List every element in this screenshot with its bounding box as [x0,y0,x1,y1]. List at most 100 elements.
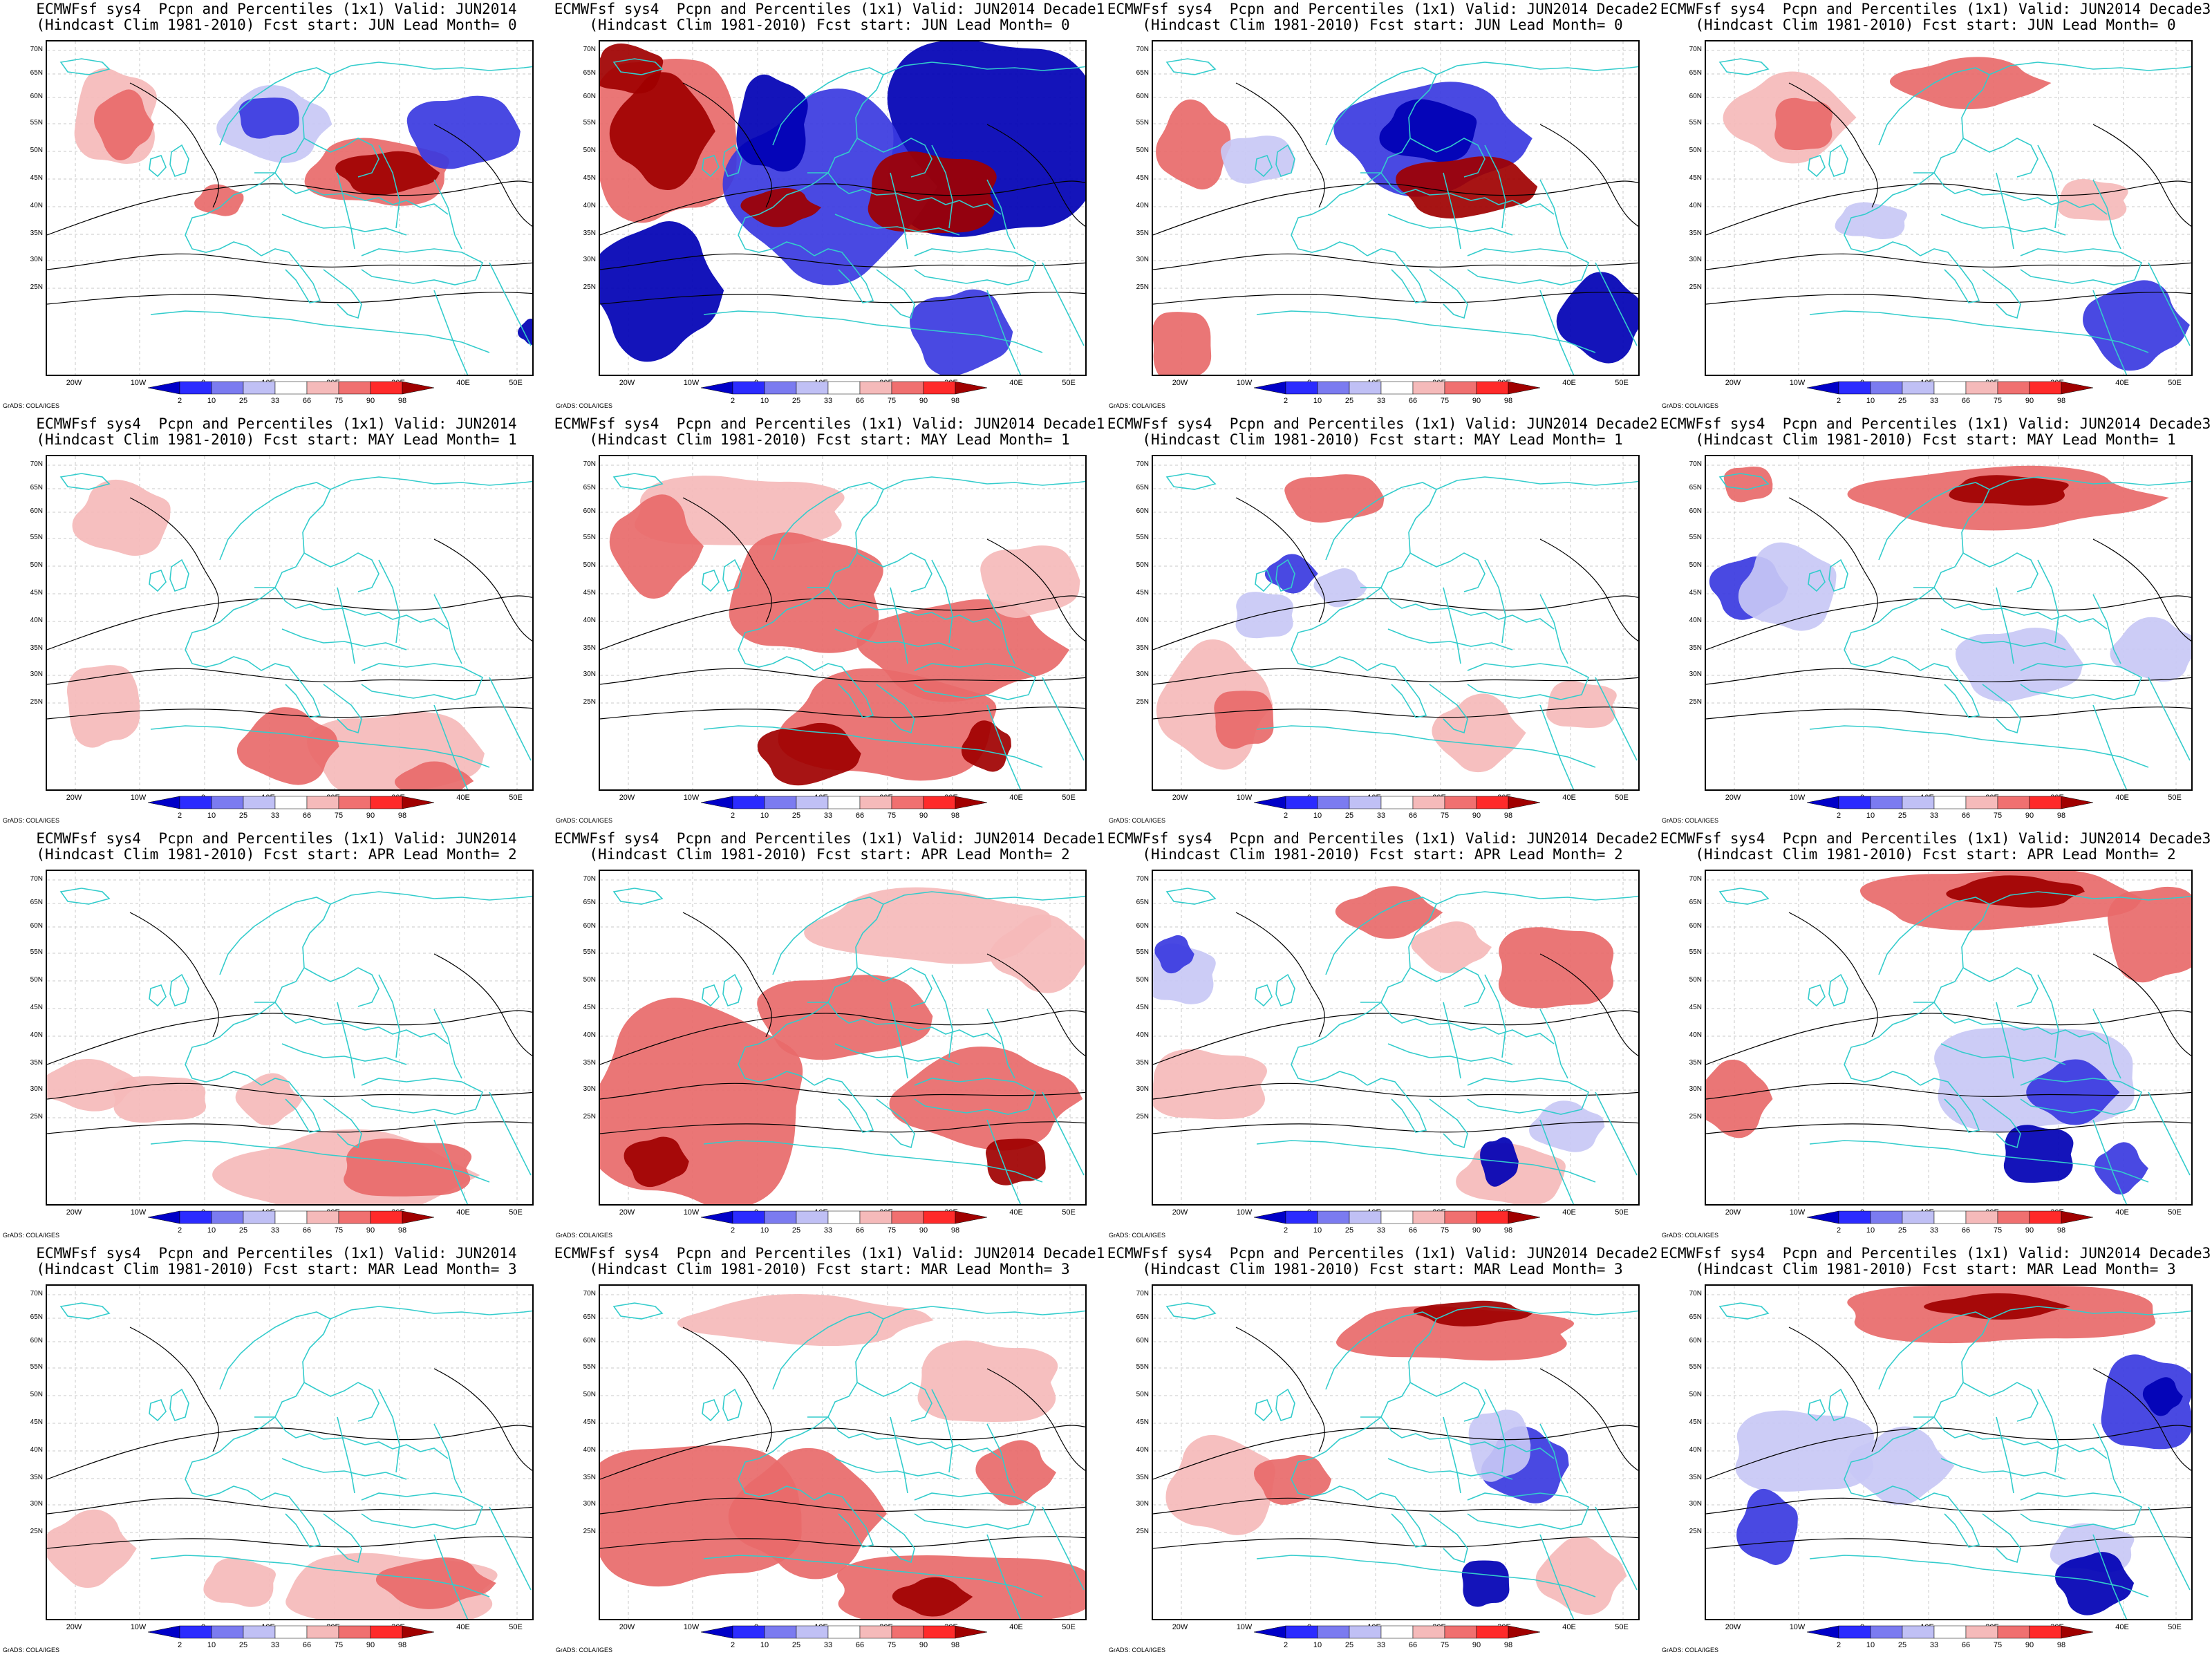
colorbar-segment [1349,1210,1382,1224]
anomaly-fills [1156,474,1617,773]
lat-label: 55N [1136,948,1149,956]
panel-title-line2: (Hindcast Clim 1981-2010) Fcst start: MA… [1695,431,2176,448]
colorbar-label: 90 [919,1226,928,1235]
colorbar-label: 90 [366,812,375,820]
lat-label: 55N [1136,119,1149,126]
coastlines [59,58,532,375]
anomaly-region-wet [1254,1454,1332,1505]
colorbar-label: 25 [238,1641,248,1649]
colorbar-label: 90 [919,1641,928,1649]
panel-title-line2: (Hindcast Clim 1981-2010) Fcst start: AP… [1695,846,2176,863]
anomaly-region-dry-dark [517,318,532,345]
colorbar-segment [148,1625,180,1639]
lat-label: 65N [1136,69,1149,77]
colorbar-segment [827,1210,861,1224]
colorbar-label: 2 [730,812,735,820]
colorbar-segment [211,796,244,809]
anomaly-region-dry-light [1313,568,1367,608]
colorbar-label: 75 [1993,1226,2003,1235]
percentile-colorbar: 2 10 25 33 66 75 90 98 [1254,1624,1540,1655]
lon-label: 10W [1789,794,1806,802]
anomaly-fills [1153,886,1614,1204]
anomaly-region-wet [394,761,474,789]
panel-title-line1: ECMWFsf sys4 Pcpn and Percentiles (1x1) … [36,1,517,17]
lat-label: 40N [583,202,596,209]
colorbar-segment [1254,796,1286,809]
lat-label: 55N [583,119,596,126]
coastlines [1165,58,1638,375]
lat-label: 25N [583,698,596,706]
anomaly-region-wet-dark [1413,1300,1533,1327]
colorbar-segment [859,1210,892,1224]
anomaly-region-wet [1723,467,1773,503]
colorbar-segment [923,796,956,809]
lat-label: 40N [30,1446,43,1454]
percentile-contours [1706,497,2191,720]
colorbar-segment [1838,1625,1871,1639]
lat-label: 65N [1136,1313,1149,1321]
colorbar-label: 90 [1472,1226,1481,1235]
anomaly-region-wet-dark [624,1136,689,1188]
lon-label: 20W [619,1208,635,1217]
lat-label: 50N [30,147,43,154]
panel-title-line1: ECMWFsf sys4 Pcpn and Percentiles (1x1) … [1660,415,2211,432]
colorbar-segment [955,1210,987,1224]
colorbar-label: 98 [950,397,960,405]
grads-credit: GrADS: COLA/IGES [1109,1232,1166,1239]
forecast-panel: ECMWFsf sys4 Pcpn and Percentiles (1x1) … [1659,415,2212,830]
lat-label: 45N [1136,589,1149,597]
colorbar-segment [370,1625,403,1639]
colorbar-segment [1444,1625,1477,1639]
lon-label: 50E [509,794,523,802]
lat-label: 65N [583,69,596,77]
lat-label: 40N [583,1031,596,1039]
lon-label: 50E [1615,379,1629,387]
colorbar-segment [1508,381,1540,395]
lat-label: 50N [1689,561,1702,569]
precipitation-percentile-map [1152,1284,1640,1620]
precipitation-percentile-map [1705,870,2193,1206]
anomaly-region-wet [94,89,154,161]
anomaly-region-wet [1156,99,1231,190]
anomaly-region-dry [1154,935,1194,974]
lon-label: 20W [1172,379,1188,387]
lat-label: 60N [1136,1337,1149,1344]
lat-label: 50N [30,976,43,984]
lat-label: 25N [1689,698,1702,706]
lat-label: 30N [583,1500,596,1508]
colorbar-label: 66 [1408,1226,1418,1235]
coastlines [612,1302,1085,1619]
lon-label: 10W [683,379,700,387]
lat-label: 45N [1689,589,1702,597]
colorbar-label: 90 [2025,812,2034,820]
colorbar-segment [891,796,924,809]
percentile-colorbar: 2 10 25 33 66 75 90 98 [701,1624,987,1655]
lat-label: 30N [1689,256,1702,263]
lat-label: 70N [583,46,596,53]
lon-label: 40E [2115,1208,2129,1217]
colorbar-label: 2 [1283,812,1288,820]
colorbar-label: 10 [1313,397,1322,405]
colorbar-segment [732,1625,765,1639]
panel-title-line1: ECMWFsf sys4 Pcpn and Percentiles (1x1) … [36,1245,517,1262]
lon-label: 10W [130,794,147,802]
lat-label: 65N [30,1313,43,1321]
lat-label: 60N [1136,922,1149,930]
lat-label: 50N [30,1391,43,1398]
colorbar-segment [1902,796,1935,809]
lat-label: 35N [583,1474,596,1481]
lat-label: 40N [583,1446,596,1454]
colorbar-label: 66 [302,1226,312,1235]
colorbar-segment [274,381,308,395]
anomaly-region-wet-dark [757,722,861,786]
percentile-contours [1153,497,1638,720]
anomaly-region-dry-light [1846,1426,1955,1506]
colorbar-segment [1254,1625,1286,1639]
colorbar-label: 90 [366,1226,375,1235]
colorbar-segment [859,796,892,809]
panel-title-line2: (Hindcast Clim 1981-2010) Fcst start: AP… [36,846,517,863]
anomaly-region-dry-light [1735,1410,1875,1492]
lat-label: 30N [30,671,43,678]
anomaly-region-wet-dark [1924,1293,2070,1320]
colorbar-label: 98 [397,1226,407,1235]
